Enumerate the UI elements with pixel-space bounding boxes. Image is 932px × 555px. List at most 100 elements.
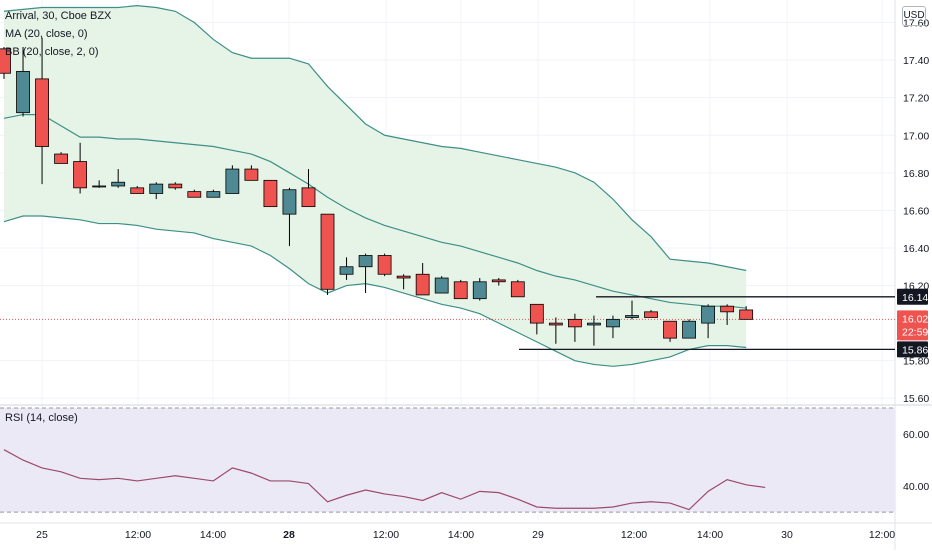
candle-body	[529, 303, 544, 324]
bb-indicator-label[interactable]: BB (20, close, 2, 0)	[5, 46, 99, 58]
candle-body	[587, 322, 601, 326]
candle	[682, 319, 696, 339]
candle	[16, 46, 30, 117]
candle-body	[301, 187, 316, 208]
last-price-tag-label: 16.02	[902, 313, 928, 325]
currency-badge[interactable]: USD	[902, 6, 926, 26]
candle	[453, 279, 468, 300]
candle	[415, 262, 430, 296]
candle	[701, 304, 716, 339]
candle-body	[472, 281, 487, 300]
time-tick-label: 25	[36, 529, 48, 541]
bollinger-lower-line	[3, 215, 747, 367]
candle-body	[739, 309, 754, 320]
candle-body	[130, 187, 145, 194]
bollinger-fill	[4, 5, 747, 367]
candle-body	[35, 78, 49, 147]
candle-body	[720, 305, 735, 313]
candle	[587, 315, 601, 346]
candle	[606, 315, 620, 339]
candle	[339, 257, 354, 280]
rsi-band-fill	[0, 408, 895, 513]
candle	[130, 185, 145, 194]
time-tick-label: 14:00	[697, 529, 723, 541]
bar-countdown-label: 22:59	[902, 326, 928, 338]
candle	[568, 313, 582, 342]
candle	[529, 303, 544, 335]
candle	[472, 278, 487, 301]
level-price-tag-label: 15.86	[902, 344, 928, 356]
candle-body	[682, 320, 696, 339]
candle	[320, 213, 335, 295]
candle	[358, 253, 373, 294]
candle-body	[644, 311, 658, 318]
candle-body	[263, 179, 278, 208]
candle	[739, 306, 754, 320]
price-tick-label: 15.60	[903, 393, 929, 405]
candle	[92, 180, 107, 188]
candle	[663, 320, 677, 342]
candle	[510, 279, 525, 298]
time-tick-label: 30	[781, 529, 793, 541]
candle-body	[358, 255, 373, 268]
candle	[225, 165, 240, 194]
ma-indicator-label[interactable]: MA (20, close, 0)	[5, 28, 88, 40]
candle	[206, 189, 221, 198]
candle-body	[187, 191, 202, 198]
candle	[644, 309, 658, 318]
candle-body	[453, 281, 468, 300]
symbol-title[interactable]: Arrival, 30, Cboe BZX	[5, 10, 112, 22]
last-price-tag	[897, 310, 928, 341]
candle-body	[73, 161, 88, 189]
candle-body	[111, 181, 126, 187]
rsi-tick-label: 60.00	[903, 429, 929, 441]
candle-body	[54, 153, 68, 164]
time-tick-label: 12:00	[621, 529, 647, 541]
candle-body	[0, 48, 11, 74]
candle-body	[16, 70, 30, 114]
rsi-indicator-label[interactable]: RSI (14, close)	[5, 412, 78, 424]
level-price-tag	[897, 288, 928, 305]
bollinger-upper-line	[3, 5, 747, 272]
price-tick-label: 16.40	[903, 243, 929, 255]
horizontal-levels	[0, 296, 895, 351]
candle-body	[244, 168, 259, 181]
time-tick-label: 12:00	[125, 529, 151, 541]
candle-body	[491, 279, 506, 283]
bollinger-bands	[3, 5, 747, 367]
bollinger-middle-line	[3, 113, 747, 309]
candle-body	[225, 168, 240, 194]
candle-body	[510, 281, 525, 298]
candle	[548, 317, 563, 344]
time-tick-label: 14:00	[448, 529, 474, 541]
price-tick-label: 17.40	[903, 55, 929, 67]
level-price-tag	[897, 341, 928, 358]
time-tick-label: 12:00	[869, 529, 895, 541]
candle-body	[339, 266, 354, 275]
candle-body	[206, 191, 221, 198]
rsi-pane	[0, 407, 895, 513]
price-tick-label: 15.80	[903, 356, 929, 368]
rsi-line	[3, 449, 766, 511]
candle	[434, 276, 449, 294]
candle	[282, 187, 297, 247]
candle	[491, 278, 506, 286]
candle-body	[168, 183, 183, 189]
time-tick-label: 12:00	[373, 529, 399, 541]
candle-body	[548, 322, 563, 326]
candle-body	[396, 275, 411, 279]
candle-body	[434, 277, 449, 294]
candle	[377, 253, 392, 277]
candle-body	[663, 320, 677, 339]
candle	[73, 142, 88, 194]
candle-body	[320, 213, 335, 290]
candle	[0, 46, 11, 79]
candle-body	[377, 255, 392, 275]
candle-body	[606, 318, 620, 328]
candle-body	[92, 185, 107, 188]
price-tick-label: 16.60	[903, 205, 929, 217]
candles	[0, 37, 754, 346]
axes: 25 12:00 14:00 28 12:00 14:00 29 12:00 14:00 30 12…	[36, 18, 929, 541]
